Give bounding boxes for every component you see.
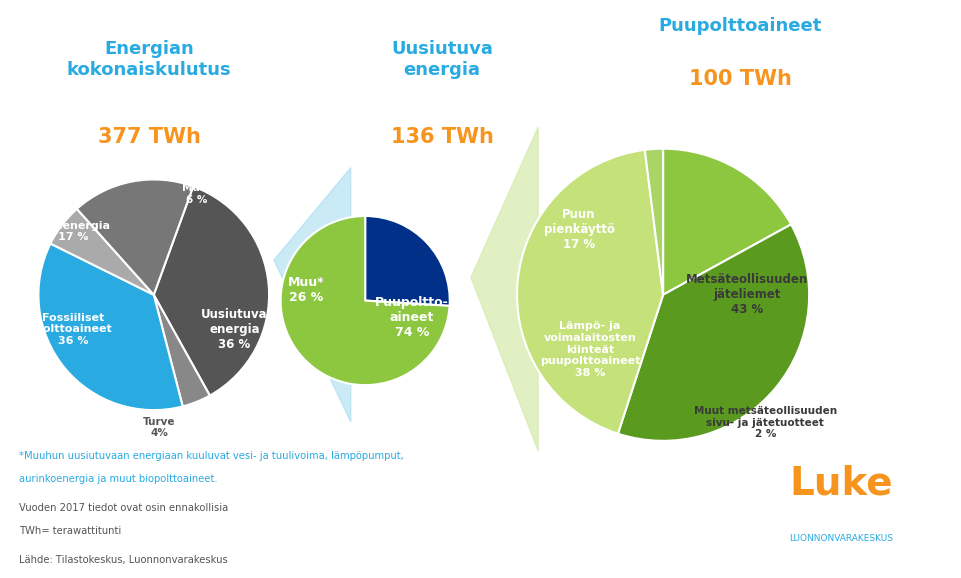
Text: Lähde: Tilastokeskus, Luonnonvarakeskus: Lähde: Tilastokeskus, Luonnonvarakeskus — [19, 555, 228, 565]
Wedge shape — [618, 224, 809, 441]
Wedge shape — [663, 149, 791, 295]
Text: Puun
pienkäyttö
17 %: Puun pienkäyttö 17 % — [544, 208, 615, 250]
Text: *Muuhun uusiutuvaan energiaan kuuluvat vesi- ja tuulivoima, lämpöpumput,: *Muuhun uusiutuvaan energiaan kuuluvat v… — [19, 451, 404, 461]
Wedge shape — [517, 150, 663, 434]
Text: Puupolttoaineet: Puupolttoaineet — [658, 17, 822, 35]
Text: Puupoltto-
aineet
74 %: Puupoltto- aineet 74 % — [375, 296, 449, 339]
Text: Turve
4%: Turve 4% — [143, 417, 176, 438]
Wedge shape — [154, 295, 209, 406]
Text: Vuoden 2017 tiedot ovat osin ennakollisia: Vuoden 2017 tiedot ovat osin ennakollisi… — [19, 503, 229, 513]
Text: Lämpö- ja
voimalaitosten
kiinteät
puupolttoaineet
38 %: Lämpö- ja voimalaitosten kiinteät puupol… — [540, 321, 640, 378]
Text: Ydinenergia
17 %: Ydinenergia 17 % — [36, 221, 111, 242]
Wedge shape — [365, 216, 450, 306]
Text: 136 TWh: 136 TWh — [390, 127, 494, 147]
Text: LUONNONVARAKESKUS: LUONNONVARAKESKUS — [789, 534, 893, 543]
Text: aurinkoenergia ja muut biopolttoaineet.: aurinkoenergia ja muut biopolttoaineet. — [19, 474, 218, 484]
Wedge shape — [38, 243, 183, 410]
Text: 377 TWh: 377 TWh — [97, 127, 201, 147]
Text: Fossiiliset
polttoaineet
36 %: Fossiiliset polttoaineet 36 % — [35, 313, 111, 346]
Text: Luke: Luke — [789, 465, 893, 503]
Text: Uusiutuva
energia
36 %: Uusiutuva energia 36 % — [201, 308, 268, 351]
Wedge shape — [281, 216, 450, 385]
Wedge shape — [645, 149, 663, 295]
Wedge shape — [50, 209, 154, 295]
Text: Uusiutuva
energia: Uusiutuva energia — [391, 40, 493, 79]
Text: Muut metsäteollisuuden
sivu- ja jätetuotteet
2 %: Muut metsäteollisuuden sivu- ja jätetuot… — [694, 406, 837, 439]
Text: TWh= terawattitunti: TWh= terawattitunti — [19, 526, 121, 536]
Text: Metsäteollisuuden
jäteliemet
43 %: Metsäteollisuuden jäteliemet 43 % — [686, 273, 808, 316]
Wedge shape — [77, 179, 193, 295]
Text: Muu*
26 %: Muu* 26 % — [287, 276, 324, 304]
Text: 100 TWh: 100 TWh — [688, 69, 792, 90]
Text: Energian
kokonaiskulutus: Energian kokonaiskulutus — [66, 40, 232, 79]
Text: Muut
6 %: Muut 6 % — [182, 183, 212, 205]
Wedge shape — [154, 187, 269, 395]
